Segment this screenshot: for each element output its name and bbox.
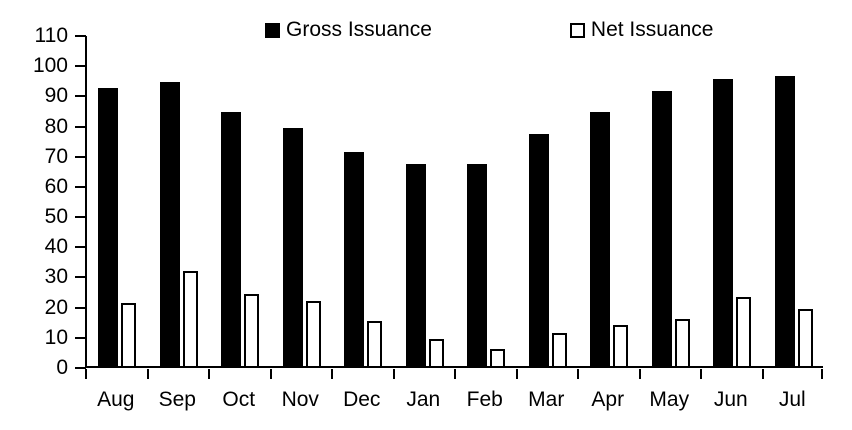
x-tick-mark (146, 369, 149, 379)
month-label-feb: Feb (466, 388, 503, 411)
month-label-jan: Jan (406, 388, 441, 411)
x-tick-mark (761, 369, 764, 379)
bar-net-issuance-nov (305, 301, 321, 366)
y-tick-label: 60 (44, 174, 68, 198)
bar-net-issuance-oct (244, 294, 259, 366)
legend-label-net-issuance: Net Issuance (590, 18, 714, 41)
legend-swatch-net-issuance-icon (569, 22, 585, 38)
bar-gross-issuance-jul (774, 76, 795, 366)
x-tick-mark (269, 369, 272, 379)
y-tick-mark (75, 95, 86, 98)
bar-net-issuance-feb (490, 349, 505, 366)
bar-gross-issuance-jun (713, 79, 733, 366)
x-tick-mark (85, 369, 87, 379)
bar-gross-issuance-oct (221, 112, 241, 366)
y-tick-label: 10 (44, 325, 68, 349)
bar-gross-issuance-apr (590, 112, 610, 366)
x-tick-mark (700, 369, 702, 379)
y-tick-label: 50 (44, 205, 68, 229)
y-tick-label: 90 (44, 84, 68, 108)
y-tick-label: 100 (32, 54, 68, 78)
bar-net-issuance-jan (428, 339, 444, 366)
y-tick-label: 80 (44, 114, 68, 138)
y-tick-label: 20 (44, 295, 68, 319)
bar-gross-issuance-jan (405, 164, 426, 366)
bar-net-issuance-dec (367, 321, 382, 366)
bar-net-issuance-may (674, 319, 690, 366)
month-label-aug: Aug (97, 388, 135, 411)
y-tick-mark (75, 155, 86, 158)
chart-legend: Gross Issuance Net Issuance (265, 18, 713, 42)
legend-swatch-gross-issuance-icon (265, 22, 280, 38)
bar-gross-issuance-sep (159, 82, 180, 366)
bar-gross-issuance-dec (344, 152, 364, 366)
bar-net-issuance-sep (182, 271, 198, 366)
y-tick-mark (75, 306, 86, 309)
month-label-apr: Apr (591, 388, 625, 411)
month-label-mar: Mar (528, 388, 565, 411)
y-tick-mark (75, 185, 86, 188)
x-tick-mark (392, 369, 395, 379)
y-tick-label: 0 (56, 356, 68, 379)
bar-net-issuance-mar (551, 333, 567, 366)
month-label-nov: Nov (281, 388, 319, 411)
bar-gross-issuance-may (651, 91, 672, 366)
bar-net-issuance-apr (613, 325, 628, 366)
bar-gross-issuance-mar (528, 134, 549, 366)
x-tick-mark (454, 369, 456, 379)
y-tick-mark (75, 35, 86, 37)
y-tick-mark (75, 367, 86, 369)
x-tick-mark (208, 369, 210, 379)
y-tick-mark (75, 336, 86, 339)
month-label-dec: Dec (343, 388, 381, 411)
plot-area (85, 36, 823, 368)
legend-item-gross-issuance: Gross Issuance (265, 18, 432, 42)
bar-gross-issuance-aug (98, 88, 118, 366)
bar-net-issuance-aug (121, 303, 136, 366)
y-tick-label: 30 (44, 265, 68, 289)
x-tick-mark (821, 369, 823, 379)
bar-gross-issuance-feb (467, 164, 487, 366)
bar-net-issuance-jul (797, 309, 813, 366)
y-tick-mark (75, 65, 86, 68)
y-tick-label: 110 (34, 24, 68, 47)
y-tick-label: 70 (44, 144, 68, 168)
y-tick-mark (75, 125, 86, 128)
legend-label-gross-issuance: Gross Issuance (286, 18, 432, 41)
bar-gross-issuance-nov (282, 128, 303, 366)
x-tick-mark (577, 369, 579, 379)
x-tick-mark (331, 369, 333, 379)
month-label-jun: Jun (713, 388, 748, 411)
y-tick-mark (75, 216, 86, 219)
bar-net-issuance-jun (736, 297, 751, 366)
y-tick-label: 40 (44, 235, 68, 259)
month-label-sep: Sep (158, 388, 196, 411)
legend-item-net-issuance: Net Issuance (569, 18, 714, 42)
y-tick-mark (75, 276, 86, 279)
month-label-oct: Oct (222, 388, 256, 411)
x-tick-mark (638, 369, 641, 379)
month-label-jul: Jul (778, 388, 806, 411)
x-tick-mark (515, 369, 518, 379)
month-label-may: May (649, 388, 690, 411)
y-tick-mark (75, 246, 86, 249)
